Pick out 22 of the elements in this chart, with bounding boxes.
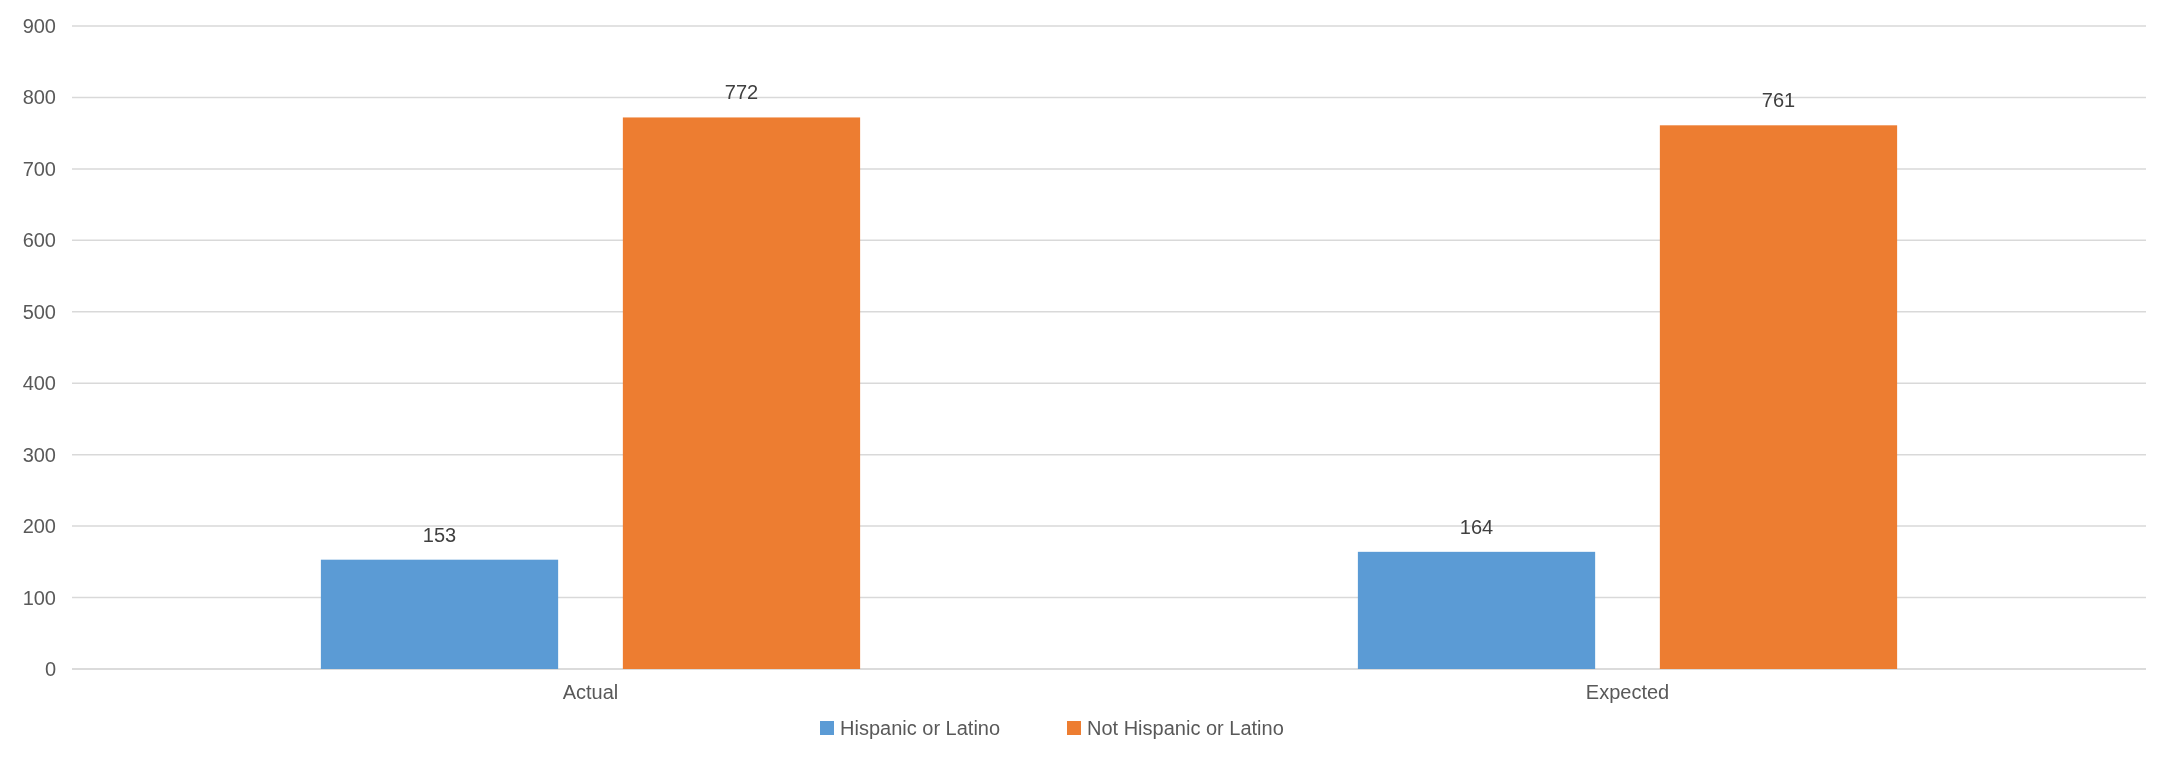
x-tick-label: Expected — [1585, 681, 1670, 703]
legend-label: Hispanic or Latino — [840, 717, 1001, 739]
data-label: 153 — [422, 523, 457, 546]
y-tick-label: 500 — [22, 300, 56, 323]
y-tick-label: 200 — [22, 515, 56, 538]
data-label: 761 — [1761, 89, 1796, 112]
y-tick-label: 800 — [22, 86, 56, 109]
data-label: 772 — [724, 81, 759, 104]
bar — [622, 117, 861, 669]
x-tick-label: Actual — [562, 681, 619, 703]
bar — [320, 559, 559, 669]
data-label: 164 — [1459, 515, 1494, 538]
y-tick-label: 600 — [22, 229, 56, 252]
legend-label: Not Hispanic or Latino — [1087, 717, 1284, 739]
y-tick-label: 400 — [22, 372, 56, 395]
y-tick-label: 100 — [22, 586, 56, 609]
y-tick-label: 300 — [22, 443, 56, 466]
bar — [1659, 125, 1898, 669]
y-tick-label: 0 — [44, 658, 56, 680]
y-tick-label: 700 — [22, 157, 56, 180]
y-tick-label: 900 — [22, 15, 56, 37]
bar — [1357, 551, 1596, 669]
